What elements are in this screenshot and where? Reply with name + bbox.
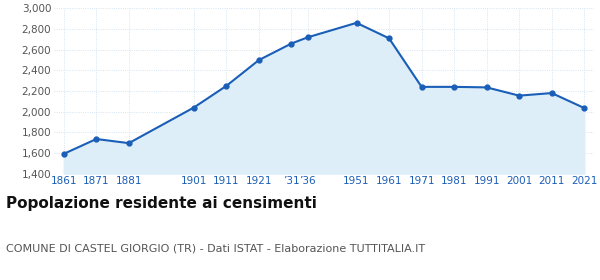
Text: COMUNE DI CASTEL GIORGIO (TR) - Dati ISTAT - Elaborazione TUTTITALIA.IT: COMUNE DI CASTEL GIORGIO (TR) - Dati IST…: [6, 244, 425, 254]
Text: Popolazione residente ai censimenti: Popolazione residente ai censimenti: [6, 196, 317, 211]
